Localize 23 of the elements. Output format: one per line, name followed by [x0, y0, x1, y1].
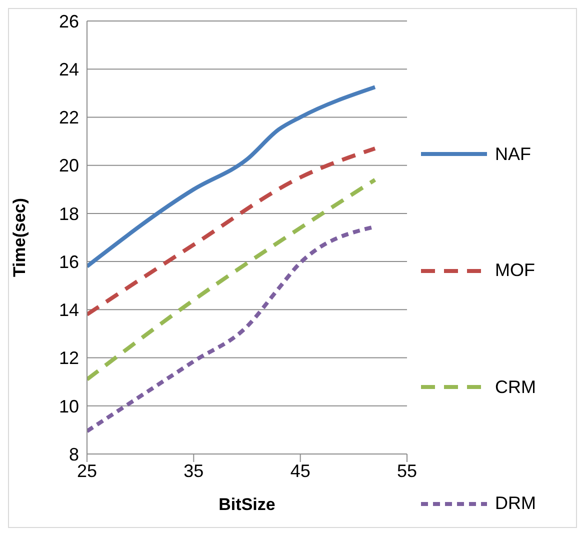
x-tick-label: 55 — [396, 460, 418, 481]
legend-label: DRM — [495, 493, 536, 514]
line-series — [87, 178, 377, 382]
y-axis-title: Time(sec) — [10, 198, 30, 278]
x-tick-label: 35 — [184, 460, 204, 481]
y-tick-label: 22 — [58, 108, 79, 128]
y-tick-label: 26 — [58, 11, 79, 32]
x-tick-label: 25 — [76, 460, 98, 481]
y-tick-label: 16 — [58, 252, 79, 272]
legend-label: CRM — [495, 376, 536, 398]
x-axis-title: BitSize — [218, 495, 276, 514]
x-tick-label: 45 — [290, 460, 310, 481]
y-tick-label: 18 — [58, 204, 79, 224]
y-tick-label: 10 — [58, 396, 79, 416]
y-tick-label: 14 — [58, 300, 79, 320]
y-tick-label: 8 — [68, 444, 79, 464]
y-tick-label: 24 — [58, 60, 79, 80]
legend-label: NAF — [495, 144, 531, 164]
line-series — [87, 146, 377, 316]
legend-label: MOF — [495, 260, 535, 282]
y-tick-label: 12 — [58, 348, 79, 368]
line-series — [87, 85, 377, 268]
y-tick-label: 20 — [58, 156, 79, 176]
